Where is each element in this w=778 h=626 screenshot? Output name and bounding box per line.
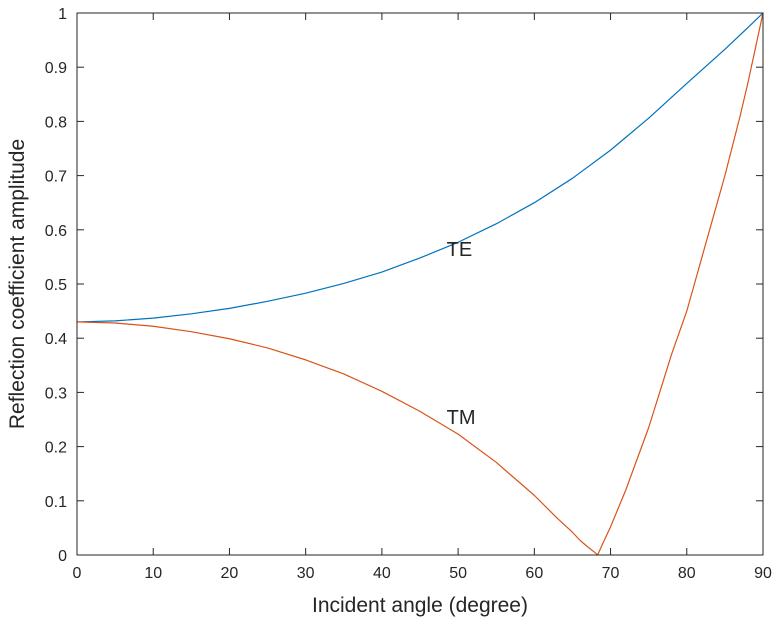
y-tick-label: 0.2 [45, 440, 67, 457]
y-tick-label: 0.4 [45, 331, 67, 348]
x-tick-label: 80 [678, 565, 696, 582]
y-axis-label: Reflection coefficient amplitude [6, 139, 29, 429]
annotation-layer: TE TM [447, 239, 476, 429]
x-tick-label: 40 [373, 565, 391, 582]
tick-layer: 0 10 20 30 40 50 60 70 80 90 0 0.1 0.2 0.3 0.4 0.5 0.6 0.… [45, 6, 772, 582]
y-tick-label: 0.9 [45, 60, 67, 77]
x-tick-label: 10 [144, 565, 162, 582]
y-tick-label: 1 [58, 6, 67, 23]
x-tick-label: 20 [221, 565, 239, 582]
series-annotation-te: TE [447, 239, 473, 261]
y-tick-label: 0 [58, 548, 67, 565]
x-axis-label: Incident angle (degree) [312, 594, 528, 617]
x-tick-label: 70 [602, 565, 620, 582]
y-tick-label: 0.1 [45, 494, 67, 511]
y-tick-label: 0.5 [45, 277, 67, 294]
y-tick-label: 0.6 [45, 223, 67, 240]
x-tick-label: 0 [73, 565, 82, 582]
series-line-te [76, 12, 764, 323]
plot-background [77, 13, 763, 555]
y-tick-label: 0.8 [45, 114, 67, 131]
x-tick-label: 50 [449, 565, 467, 582]
x-tick-label: 30 [297, 565, 315, 582]
x-tick-label: 90 [754, 565, 772, 582]
y-tick-label: 0.7 [45, 169, 67, 186]
series-line-tm [76, 12, 764, 556]
y-tick-label: 0.3 [45, 385, 67, 402]
series-annotation-tm: TM [447, 407, 476, 429]
series-layer [76, 12, 764, 556]
x-tick-label: 60 [525, 565, 543, 582]
